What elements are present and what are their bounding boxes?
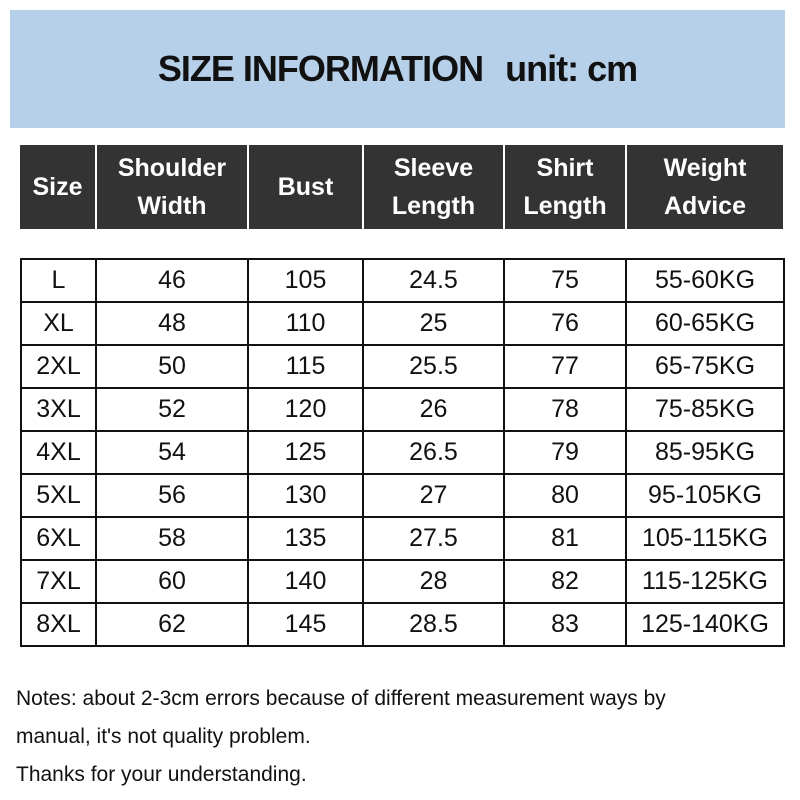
table-cell: 28.5 [362, 602, 505, 647]
table-cell: 26 [362, 387, 505, 432]
size-table: L 46 105 24.5 75 55-60KG XL 48 110 25 76 60-65KG 2XL… [20, 258, 785, 647]
table-cell: 130 [247, 473, 364, 518]
unit: unit: cm [505, 48, 638, 89]
table-cell: 26.5 [362, 430, 505, 475]
header-text: Shoulder [117, 154, 227, 182]
table-cell: 5XL [20, 473, 97, 518]
table-cell: 46 [95, 258, 249, 303]
note-line: Thanks for your understanding. [16, 763, 307, 786]
table-cell: 55-60KG [625, 258, 785, 303]
table-cell: 85-95KG [625, 430, 785, 475]
table-cell: 25 [362, 301, 505, 346]
table-cell: 80 [503, 473, 627, 518]
table-cell: 50 [95, 344, 249, 389]
table-cell: 77 [503, 344, 627, 389]
table-cell: 8XL [20, 602, 97, 647]
table-cell: 82 [503, 559, 627, 604]
header-text: Sleeve [393, 154, 474, 182]
header-cell: Weight Advice [627, 145, 783, 229]
table-cell: 52 [95, 387, 249, 432]
table-row: 2XL 50 115 25.5 77 65-75KG [20, 344, 785, 389]
header-text: Advice [664, 192, 746, 220]
table-header: Size Shoulder Width Bust Sleeve Length Shirt Le… [20, 145, 783, 229]
header-cell: Bust [249, 145, 362, 229]
table-cell: 56 [95, 473, 249, 518]
table-cell: 3XL [20, 387, 97, 432]
header-cell: Size [20, 145, 95, 229]
note-line: Notes: about 2-3cm errors because of dif… [16, 687, 666, 710]
table-cell: 79 [503, 430, 627, 475]
table-cell: 110 [247, 301, 364, 346]
table-cell: 115 [247, 344, 364, 389]
header-text: Weight [663, 154, 747, 182]
table-cell: 145 [247, 602, 364, 647]
table-row: L 46 105 24.5 75 55-60KG [20, 258, 785, 303]
table-cell: 95-105KG [625, 473, 785, 518]
header-text: Shirt [536, 154, 594, 182]
table-cell: 125 [247, 430, 364, 475]
table-cell: 27 [362, 473, 505, 518]
header-text: Length [523, 192, 607, 220]
table-cell: 2XL [20, 344, 97, 389]
table-row: XL 48 110 25 76 60-65KG [20, 301, 785, 346]
note-line: manual, it's not quality problem. [16, 725, 311, 748]
header-text: Bust [277, 173, 334, 201]
table-row: 3XL 52 120 26 78 75-85KG [20, 387, 785, 432]
table-cell: 58 [95, 516, 249, 561]
table-cell: 62 [95, 602, 249, 647]
table-cell: 81 [503, 516, 627, 561]
table-cell: XL [20, 301, 97, 346]
header-cell: Shirt Length [505, 145, 625, 229]
table-cell: 65-75KG [625, 344, 785, 389]
table-row: 6XL 58 135 27.5 81 105-115KG [20, 516, 785, 561]
title-banner: SIZE INFORMATION unit: cm [10, 10, 785, 128]
table-row: 5XL 56 130 27 80 95-105KG [20, 473, 785, 518]
header-text: Size [32, 173, 83, 201]
table-cell: 48 [95, 301, 249, 346]
table-cell: 120 [247, 387, 364, 432]
header-cell: Sleeve Length [364, 145, 503, 229]
table-row: 4XL 54 125 26.5 79 85-95KG [20, 430, 785, 475]
table-row: 7XL 60 140 28 82 115-125KG [20, 559, 785, 604]
table-cell: 24.5 [362, 258, 505, 303]
table-cell: 27.5 [362, 516, 505, 561]
title: SIZE INFORMATION [157, 48, 484, 89]
table-cell: 60-65KG [625, 301, 785, 346]
table-cell: 60 [95, 559, 249, 604]
table-cell: 78 [503, 387, 627, 432]
table-cell: 28 [362, 559, 505, 604]
header-cell: Shoulder Width [97, 145, 247, 229]
header-text: Length [391, 192, 476, 220]
table-cell: 7XL [20, 559, 97, 604]
table-cell: 140 [247, 559, 364, 604]
table-cell: 135 [247, 516, 364, 561]
header-text: Width [137, 192, 207, 220]
table-cell: 75 [503, 258, 627, 303]
table-cell: 105 [247, 258, 364, 303]
table-cell: 76 [503, 301, 627, 346]
notes: Notes: about 2-3cm errors because of dif… [16, 680, 666, 794]
table-cell: 75-85KG [625, 387, 785, 432]
table-cell: 6XL [20, 516, 97, 561]
table-cell: L [20, 258, 97, 303]
table-cell: 125-140KG [625, 602, 785, 647]
table-cell: 83 [503, 602, 627, 647]
table-cell: 25.5 [362, 344, 505, 389]
table-cell: 115-125KG [625, 559, 785, 604]
table-cell: 105-115KG [625, 516, 785, 561]
table-cell: 4XL [20, 430, 97, 475]
table-cell: 54 [95, 430, 249, 475]
table-row: 8XL 62 145 28.5 83 125-140KG [20, 602, 785, 647]
